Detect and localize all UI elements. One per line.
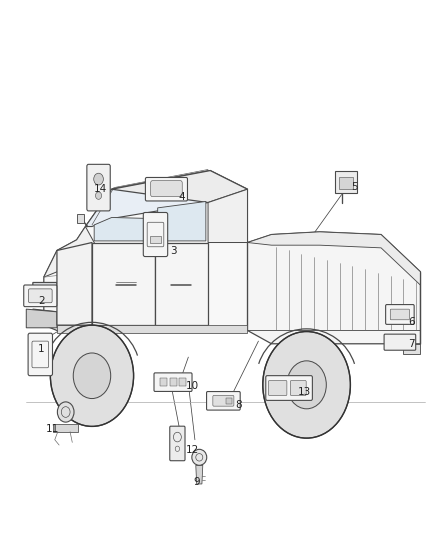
FancyBboxPatch shape — [28, 333, 53, 376]
Text: 1: 1 — [38, 344, 45, 354]
Polygon shape — [57, 243, 92, 325]
Polygon shape — [247, 232, 420, 285]
Text: 7: 7 — [408, 339, 415, 349]
Circle shape — [50, 325, 134, 426]
Ellipse shape — [94, 173, 103, 185]
Text: 2: 2 — [38, 296, 45, 306]
Bar — [339, 177, 353, 189]
FancyBboxPatch shape — [151, 181, 182, 197]
Text: 5: 5 — [351, 182, 358, 191]
Polygon shape — [94, 217, 151, 241]
Bar — [170, 378, 177, 386]
Text: 9: 9 — [194, 478, 201, 487]
FancyBboxPatch shape — [384, 334, 416, 350]
Bar — [150, 236, 161, 243]
Polygon shape — [112, 171, 247, 203]
Polygon shape — [247, 232, 420, 344]
FancyBboxPatch shape — [268, 381, 287, 395]
Polygon shape — [92, 243, 155, 325]
Polygon shape — [33, 309, 57, 325]
FancyBboxPatch shape — [143, 213, 168, 256]
FancyBboxPatch shape — [266, 376, 312, 400]
Text: 12: 12 — [186, 446, 199, 455]
FancyBboxPatch shape — [145, 177, 187, 201]
Circle shape — [287, 361, 326, 409]
Polygon shape — [158, 201, 206, 241]
FancyBboxPatch shape — [154, 373, 192, 391]
Polygon shape — [33, 282, 57, 298]
Polygon shape — [26, 309, 57, 328]
Polygon shape — [44, 171, 247, 330]
Polygon shape — [85, 171, 210, 227]
Text: 4: 4 — [178, 192, 185, 202]
Bar — [179, 378, 186, 386]
Polygon shape — [155, 243, 208, 325]
Circle shape — [73, 353, 111, 399]
FancyBboxPatch shape — [290, 381, 306, 395]
Text: 10: 10 — [186, 382, 199, 391]
Text: 8: 8 — [235, 400, 242, 410]
FancyBboxPatch shape — [24, 285, 57, 306]
Polygon shape — [44, 227, 107, 277]
Bar — [226, 398, 232, 404]
Text: 3: 3 — [170, 246, 177, 255]
FancyBboxPatch shape — [385, 304, 414, 325]
Polygon shape — [53, 424, 78, 432]
Ellipse shape — [192, 449, 207, 465]
FancyBboxPatch shape — [213, 395, 234, 406]
Polygon shape — [77, 214, 84, 223]
Text: 13: 13 — [298, 387, 311, 397]
FancyBboxPatch shape — [390, 309, 410, 320]
Ellipse shape — [57, 402, 74, 422]
FancyBboxPatch shape — [87, 164, 110, 211]
Polygon shape — [208, 189, 247, 243]
FancyBboxPatch shape — [170, 426, 185, 461]
Ellipse shape — [95, 192, 102, 199]
Bar — [335, 171, 357, 193]
Polygon shape — [196, 465, 203, 484]
Circle shape — [263, 332, 350, 438]
Text: 11: 11 — [46, 424, 59, 434]
Polygon shape — [403, 344, 420, 354]
Text: 6: 6 — [408, 318, 415, 327]
FancyBboxPatch shape — [28, 289, 52, 303]
Text: 14: 14 — [94, 184, 107, 194]
FancyBboxPatch shape — [207, 392, 240, 410]
Bar — [160, 378, 167, 386]
Polygon shape — [57, 325, 247, 333]
